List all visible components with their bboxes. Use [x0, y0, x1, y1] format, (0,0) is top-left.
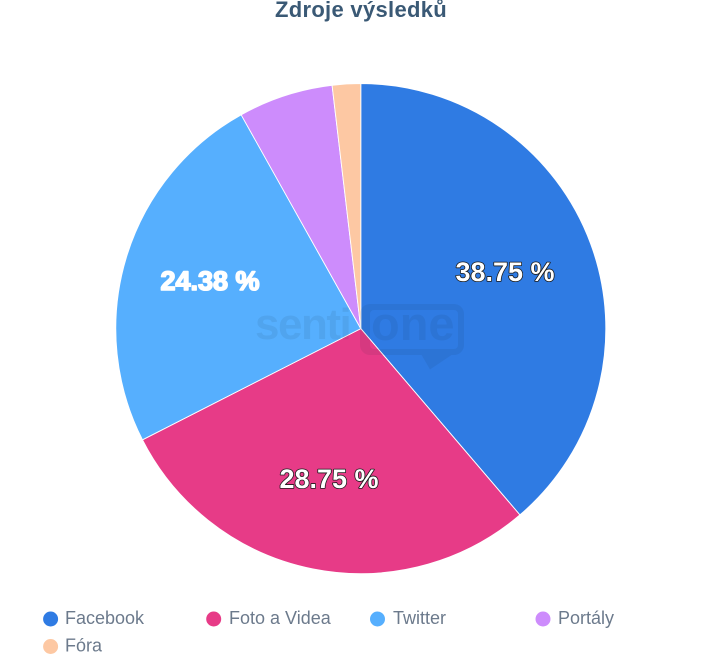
svg-text:Foto a Videa: Foto a Videa [229, 608, 332, 628]
svg-text:Zdroje výsledků: Zdroje výsledků [275, 0, 447, 22]
svg-text:Fóra: Fóra [65, 636, 103, 656]
svg-text:senti: senti [255, 300, 350, 349]
svg-text:Portály: Portály [558, 608, 614, 628]
svg-text:one: one [371, 297, 455, 350]
svg-text:38.75 %: 38.75 % [455, 257, 554, 287]
svg-text:24.38 %: 24.38 % [160, 266, 259, 296]
svg-text:28.75 %: 28.75 % [279, 464, 378, 494]
svg-text:Facebook: Facebook [65, 608, 145, 628]
svg-text:Twitter: Twitter [393, 608, 446, 628]
